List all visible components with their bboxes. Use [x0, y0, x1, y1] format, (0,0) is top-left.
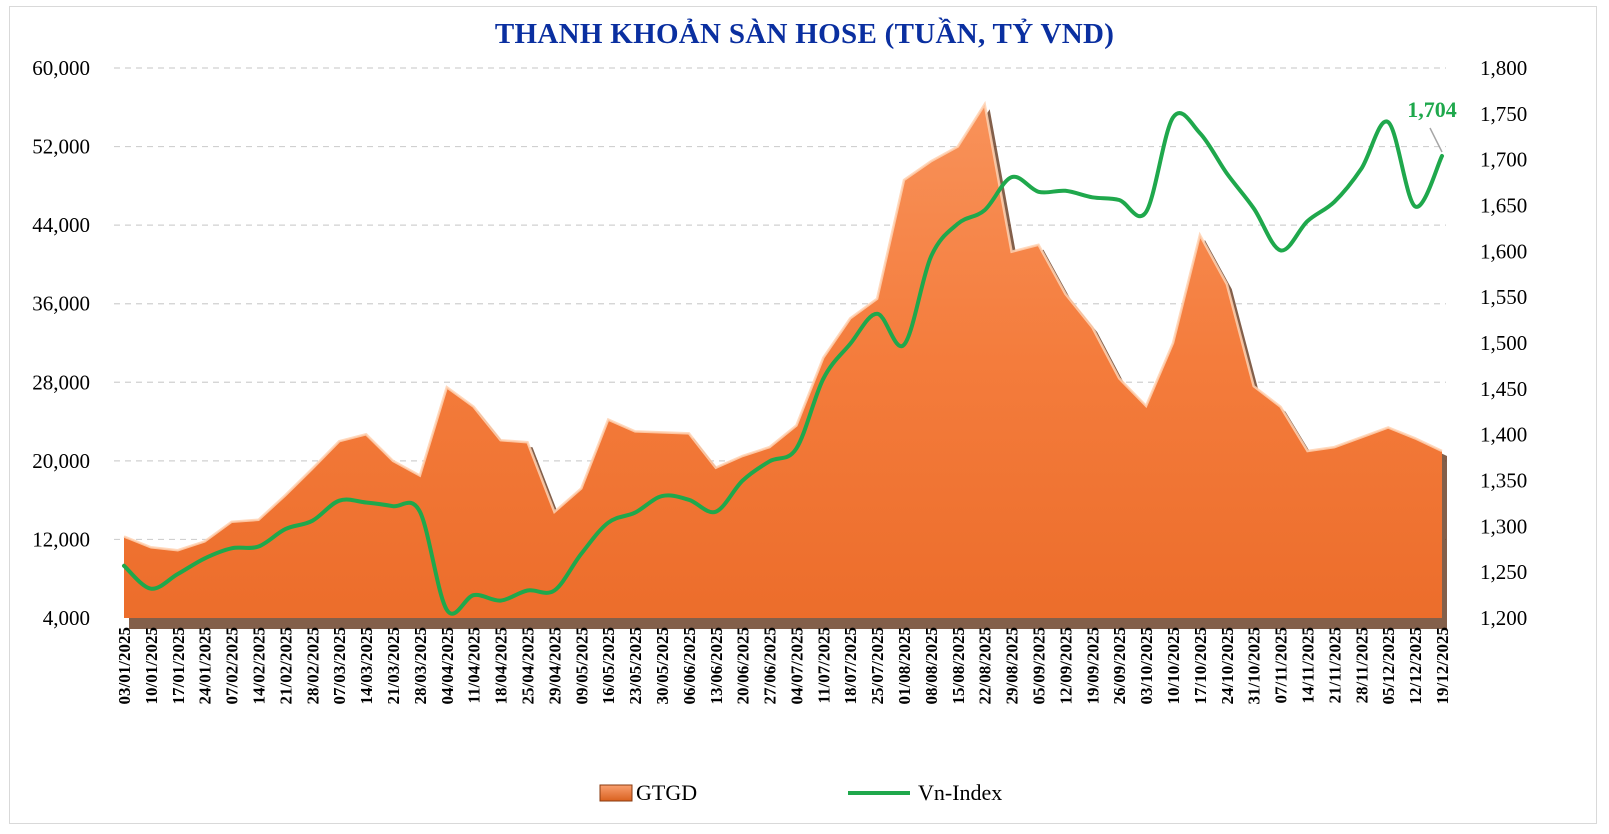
y-left-tick-label: 28,000: [32, 370, 90, 394]
x-tick-label: 28/11/2025: [1352, 627, 1371, 704]
right-axis-ticks: 1,800 1,750 1,700 1,650 1,600 1,550 1,500 1,450…: [1480, 56, 1527, 630]
x-tick-label: 05/12/2025: [1379, 627, 1398, 704]
x-tick-label: 03/01/2025: [115, 627, 134, 704]
y-right-tick-label: 1,250: [1480, 560, 1527, 584]
y-left-tick-label: 12,000: [32, 527, 90, 551]
gtgd-area: [124, 104, 1442, 619]
y-right-tick-label: 1,400: [1480, 423, 1527, 447]
x-tick-label: 27/06/2025: [761, 627, 780, 704]
y-left-tick-label: 4,000: [43, 606, 90, 630]
annotation-leader: [1429, 127, 1443, 153]
x-tick-label: 07/03/2025: [330, 627, 349, 704]
y-right-tick-label: 1,650: [1480, 194, 1527, 218]
x-tick-label: 21/02/2025: [276, 627, 295, 704]
vnindex-line-layer: [122, 111, 1444, 616]
y-right-tick-label: 1,550: [1480, 285, 1527, 309]
x-tick-label: 04/04/2025: [438, 627, 457, 704]
x-tick-label: 07/11/2025: [1272, 627, 1291, 704]
x-tick-label: 01/08/2025: [895, 627, 914, 704]
x-tick-label: 14/02/2025: [249, 627, 268, 704]
y-right-tick-label: 1,600: [1480, 239, 1527, 263]
x-tick-label: 30/05/2025: [653, 627, 672, 704]
x-tick-label: 19/12/2025: [1433, 627, 1452, 704]
y-right-tick-label: 1,450: [1480, 377, 1527, 401]
annotation-label: 1,704: [1407, 97, 1457, 122]
x-tick-label: 14/11/2025: [1299, 627, 1318, 704]
x-tick-label: 08/08/2025: [922, 627, 941, 704]
x-tick-label: 05/09/2025: [1030, 627, 1049, 704]
legend-item-vnindex: Vn-Index: [848, 780, 1002, 805]
x-tick-label: 06/06/2025: [680, 627, 699, 704]
x-tick-label: 17/10/2025: [1191, 627, 1210, 704]
x-tick-label: 25/07/2025: [868, 627, 887, 704]
x-tick-label: 15/08/2025: [949, 627, 968, 704]
x-tick-label: 29/04/2025: [545, 627, 564, 704]
y-left-tick-label: 44,000: [32, 213, 90, 237]
x-tick-label: 29/08/2025: [1003, 627, 1022, 704]
x-tick-label: 21/03/2025: [384, 627, 403, 704]
x-tick-label: 10/01/2025: [142, 627, 161, 704]
x-tick-label: 25/04/2025: [518, 627, 537, 704]
gtgd-area-layer: [123, 100, 1447, 630]
legend-gtgd-label: GTGD: [636, 780, 697, 805]
x-tick-label: 11/04/2025: [465, 627, 484, 704]
x-tick-label: 13/06/2025: [707, 627, 726, 704]
legend-item-gtgd: GTGD: [599, 780, 697, 805]
x-tick-label: 03/10/2025: [1137, 627, 1156, 704]
x-tick-label: 18/07/2025: [841, 627, 860, 704]
y-right-tick-label: 1,750: [1480, 102, 1527, 126]
x-tick-label: 04/07/2025: [787, 627, 806, 704]
y-left-tick-label: 52,000: [32, 135, 90, 159]
x-tick-label: 10/10/2025: [1164, 627, 1183, 704]
y-left-tick-label: 60,000: [32, 56, 90, 80]
gtgd-area-highlight: [123, 100, 1443, 552]
x-tick-label: 11/07/2025: [814, 627, 833, 704]
y-right-tick-label: 1,200: [1480, 606, 1527, 630]
x-tick-label: 17/01/2025: [169, 627, 188, 704]
y-right-tick-label: 1,500: [1480, 331, 1527, 355]
x-tick-label: 09/05/2025: [572, 627, 591, 704]
x-tick-label: 16/05/2025: [599, 627, 618, 704]
x-tick-label: 12/09/2025: [1056, 627, 1075, 704]
x-tick-label: 20/06/2025: [734, 627, 753, 704]
y-left-tick-label: 36,000: [32, 292, 90, 316]
y-right-tick-label: 1,300: [1480, 514, 1527, 538]
annotation-layer: 1,704: [1407, 97, 1457, 153]
legend-gtgd-swatch: [599, 784, 633, 802]
legend-vnindex-label: Vn-Index: [918, 780, 1002, 805]
chart-title: THANH KHOẢN SÀN HOSE (TUẦN, TỶ VND): [494, 18, 1115, 50]
y-right-tick-label: 1,800: [1480, 56, 1527, 80]
x-tick-label: 28/02/2025: [303, 627, 322, 704]
x-tick-label: 23/05/2025: [626, 627, 645, 704]
y-left-tick-label: 20,000: [32, 449, 90, 473]
y-right-tick-label: 1,700: [1480, 148, 1527, 172]
x-tick-label: 26/09/2025: [1110, 627, 1129, 704]
x-tick-label: 24/01/2025: [196, 627, 215, 704]
vnindex-line: [122, 111, 1444, 616]
x-tick-label: 14/03/2025: [357, 627, 376, 704]
x-tick-label: 18/04/2025: [492, 627, 511, 704]
x-tick-label: 12/12/2025: [1406, 627, 1425, 704]
left-axis-ticks: 60,000 52,000 44,000 36,000 28,000 20,000 12,0…: [32, 56, 90, 630]
x-tick-label: 31/10/2025: [1245, 627, 1264, 704]
x-tick-label: 24/10/2025: [1218, 627, 1237, 704]
legend: GTGD Vn-Index: [599, 780, 1002, 805]
x-tick-label: 22/08/2025: [976, 627, 995, 704]
x-tick-label: 19/09/2025: [1083, 627, 1102, 704]
x-axis-ticks: 03/01/2025 10/01/2025 17/01/2025 24/01/2025…: [115, 627, 1452, 704]
y-right-tick-label: 1,350: [1480, 469, 1527, 493]
x-tick-label: 07/02/2025: [223, 627, 242, 704]
x-tick-label: 21/11/2025: [1325, 627, 1344, 704]
x-tick-label: 28/03/2025: [411, 627, 430, 704]
